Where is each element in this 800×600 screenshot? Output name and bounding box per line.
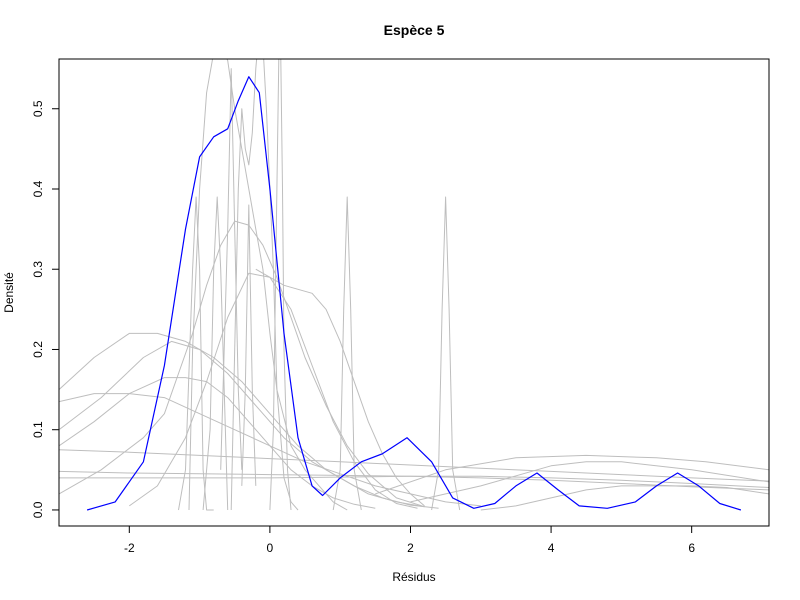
background-density-curve-22 <box>480 485 769 511</box>
background-density-curve-1 <box>59 332 439 509</box>
background-density-curve-19 <box>59 475 769 488</box>
y-tick-label: 0.2 <box>31 341 45 358</box>
y-tick-label: 0.5 <box>31 100 45 117</box>
x-tick-label: 2 <box>407 541 414 555</box>
y-tick-label: 0.3 <box>31 261 45 278</box>
background-density-curve-12 <box>202 196 229 511</box>
background-density-curve-11 <box>178 196 214 511</box>
y-tick-label: 0.1 <box>31 421 45 438</box>
background-density-curve-14 <box>241 204 257 486</box>
background-density-curve-8 <box>230 59 299 511</box>
chart-title: Espèce 5 <box>384 22 445 38</box>
x-tick-label: 4 <box>548 541 555 555</box>
density-curves <box>59 59 769 511</box>
x-tick-label: 0 <box>267 541 274 555</box>
y-tick-label: 0.4 <box>31 180 45 197</box>
background-density-curve-15 <box>332 196 362 511</box>
x-tick-label: -2 <box>124 541 135 555</box>
background-density-curve-17 <box>59 449 769 482</box>
x-axis-label: Résidus <box>392 570 435 584</box>
y-axis-label: Densité <box>2 272 16 313</box>
background-density-curve-10 <box>255 268 425 507</box>
y-axis: 0.0 0.1 0.2 0.3 0.4 0.5 <box>31 100 60 518</box>
background-density-curve-16 <box>431 196 461 511</box>
x-tick-label: 6 <box>688 541 695 555</box>
y-tick-label: 0.0 <box>31 501 45 518</box>
background-density-curve-7 <box>188 59 348 511</box>
background-density-curve-20 <box>375 454 769 495</box>
background-density-curve-2 <box>59 340 425 508</box>
background-density-curve-4 <box>59 377 376 509</box>
background-density-curve-9 <box>269 59 292 511</box>
plot-frame <box>58 58 770 527</box>
background-density-curve-13 <box>220 68 243 470</box>
background-density-curve-21 <box>410 461 769 503</box>
background-density-curve-3 <box>59 393 481 507</box>
x-axis: -2 0 2 4 6 <box>124 525 695 555</box>
highlight-density-curve <box>86 76 742 511</box>
